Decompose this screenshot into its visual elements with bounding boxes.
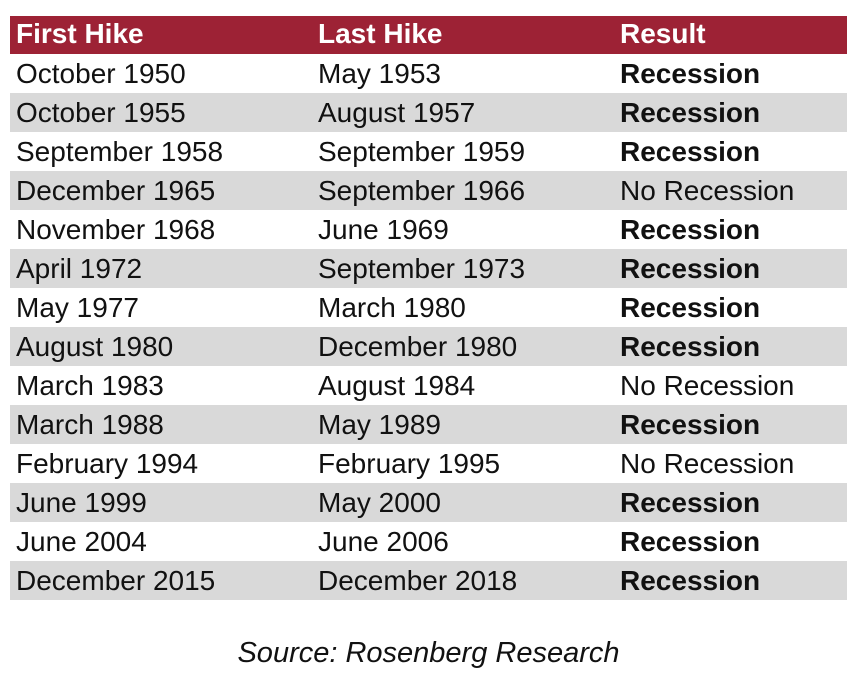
rate-hike-recession-figure: First Hike Last Hike Result October 1950…	[10, 16, 847, 670]
first-hike-cell: September 1958	[16, 135, 224, 167]
first-hike-cell: March 1983	[16, 369, 164, 401]
result-cell: Recession	[620, 330, 761, 362]
last-hike-cell: February 1995	[318, 447, 501, 479]
table-row: August 1980 December 1980 Recession	[10, 327, 847, 366]
last-hike-cell: May 2000	[318, 486, 441, 518]
result-cell: Recession	[620, 57, 761, 89]
table-row: May 1977 March 1980 Recession	[10, 288, 847, 327]
first-hike-cell: March 1988	[16, 408, 164, 440]
last-hike-cell: December 1980	[318, 330, 518, 362]
table-row: March 1983 August 1984 No Recession	[10, 366, 847, 405]
last-hike-cell: September 1973	[318, 252, 526, 284]
first-hike-cell: October 1950	[16, 57, 186, 89]
result-cell: Recession	[620, 291, 761, 323]
result-cell: No Recession	[620, 369, 795, 401]
result-cell: Recession	[620, 408, 761, 440]
first-hike-cell: June 1999	[16, 486, 147, 518]
first-hike-cell: June 2004	[16, 525, 147, 557]
result-cell: Recession	[620, 96, 761, 128]
last-hike-cell: June 1969	[318, 213, 449, 245]
table-row: June 1999 May 2000 Recession	[10, 483, 847, 522]
last-hike-cell: September 1966	[318, 174, 526, 206]
result-cell: Recession	[620, 252, 761, 284]
table-row: March 1988 May 1989 Recession	[10, 405, 847, 444]
column-header-result: Result	[614, 16, 847, 54]
result-cell: Recession	[620, 213, 761, 245]
result-cell: Recession	[620, 564, 761, 596]
result-cell: No Recession	[620, 174, 795, 206]
table-row: October 1950 May 1953 Recession	[10, 54, 847, 93]
result-cell: Recession	[620, 525, 761, 557]
source-caption: Source: Rosenberg Research	[237, 637, 620, 669]
last-hike-cell: August 1957	[318, 96, 476, 128]
first-hike-cell: February 1994	[16, 447, 199, 479]
result-cell: Recession	[620, 486, 761, 518]
last-hike-cell: May 1989	[318, 408, 441, 440]
first-hike-cell: November 1968	[16, 213, 216, 245]
last-hike-cell: December 2018	[318, 564, 518, 596]
first-hike-cell: October 1955	[16, 96, 186, 128]
table-header-row: First Hike Last Hike Result	[10, 16, 847, 54]
result-cell: No Recession	[620, 447, 795, 479]
table-row: December 1965 September 1966 No Recession	[10, 171, 847, 210]
last-hike-cell: May 1953	[318, 57, 441, 89]
rate-hike-recession-table: First Hike Last Hike Result October 1950…	[10, 16, 847, 600]
table-row: December 2015 December 2018 Recession	[10, 561, 847, 600]
table-row: June 2004 June 2006 Recession	[10, 522, 847, 561]
first-hike-cell: May 1977	[16, 291, 139, 323]
column-header-first-hike: First Hike	[10, 16, 312, 54]
first-hike-cell: December 1965	[16, 174, 216, 206]
table-body: October 1950 May 1953 Recession October 195…	[10, 54, 847, 600]
table-row: February 1994 February 1995 No Recession	[10, 444, 847, 483]
column-header-last-hike: Last Hike	[312, 16, 614, 54]
first-hike-cell: August 1980	[16, 330, 174, 362]
result-cell: Recession	[620, 135, 761, 167]
last-hike-cell: June 2006	[318, 525, 449, 557]
last-hike-cell: August 1984	[318, 369, 476, 401]
table-row: September 1958 September 1959 Recession	[10, 132, 847, 171]
first-hike-cell: December 2015	[16, 564, 216, 596]
table-row: October 1955 August 1957 Recession	[10, 93, 847, 132]
table-row: November 1968 June 1969 Recession	[10, 210, 847, 249]
table-row: April 1972 September 1973 Recession	[10, 249, 847, 288]
last-hike-cell: September 1959	[318, 135, 526, 167]
first-hike-cell: April 1972	[16, 252, 143, 284]
last-hike-cell: March 1980	[318, 291, 466, 323]
